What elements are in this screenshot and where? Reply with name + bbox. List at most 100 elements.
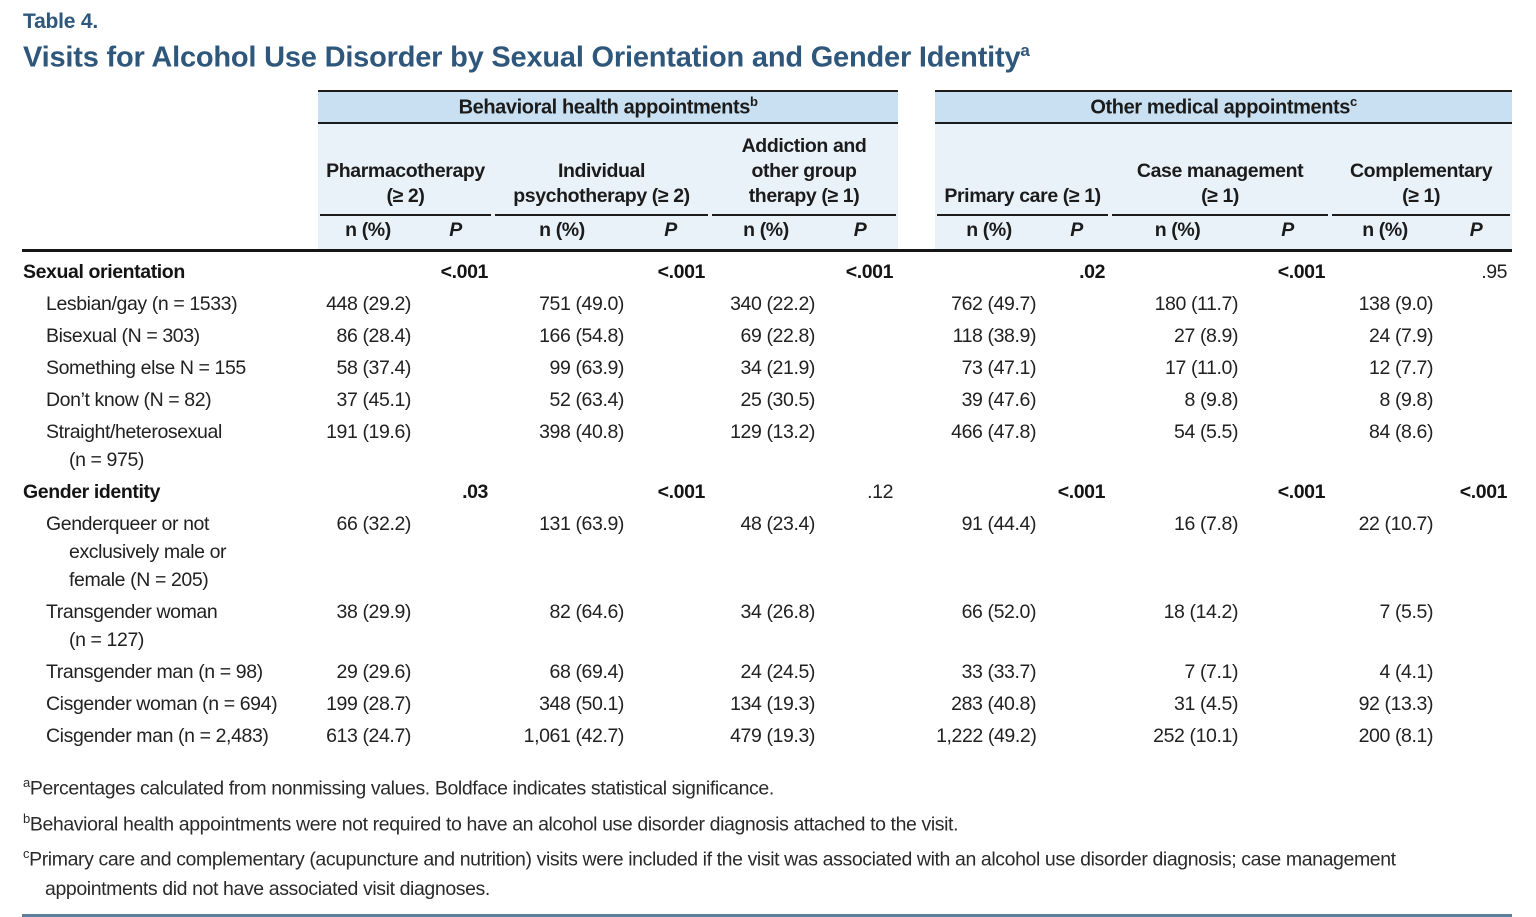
cell-n-percent bbox=[1330, 476, 1440, 508]
cell-n-percent: 191 (19.6) bbox=[326, 421, 411, 444]
cell-n-percent: 200 (8.1) bbox=[1358, 725, 1434, 748]
cell-p-value: <.001 bbox=[440, 261, 489, 284]
cell-p-value bbox=[1440, 656, 1512, 688]
cell-n-percent bbox=[1110, 251, 1245, 289]
table-row: Genderqueer or not exclusively male or f… bbox=[22, 508, 1512, 596]
cell-n-percent: 25 (30.5) bbox=[740, 389, 816, 412]
cell-p-value: .95 bbox=[1481, 261, 1508, 284]
column-header-addiction-group-therapy-text: Addiction and other group therapy (≥ 1) bbox=[712, 124, 897, 216]
cell-p-value bbox=[1440, 720, 1512, 752]
cell-n-percent: 54 (5.5) bbox=[1174, 421, 1239, 444]
cell-p-value: <.001 bbox=[1277, 481, 1326, 504]
gap-cell bbox=[898, 352, 935, 384]
cell-n-percent: 134 (19.3) bbox=[730, 693, 815, 716]
cell-n-percent bbox=[710, 251, 822, 289]
cell-n-percent: 1,222 (49.2) bbox=[936, 725, 1037, 748]
cell-n-percent: 48 (23.4) bbox=[740, 513, 816, 536]
cell-n-percent: 99 (63.9) bbox=[549, 357, 625, 380]
header-stub-cell bbox=[22, 90, 318, 123]
cell-n-percent bbox=[1110, 476, 1245, 508]
cell-p-value bbox=[1440, 596, 1512, 656]
row-label: Sexual orientation bbox=[23, 261, 185, 284]
table-row: Transgender man (n = 98) 29 (29.6) 68 (6… bbox=[22, 656, 1512, 688]
cell-n-percent: 86 (28.4) bbox=[336, 325, 412, 348]
cell-n-percent: 29 (29.6) bbox=[336, 661, 412, 684]
cell-p-value bbox=[822, 508, 898, 596]
cell-n-percent: 348 (50.1) bbox=[539, 693, 624, 716]
p-value-header: P bbox=[1440, 215, 1513, 253]
cell-p-value: <.001 bbox=[845, 261, 894, 284]
cell-p-value bbox=[1245, 288, 1330, 320]
cell-n-percent: 52 (63.4) bbox=[549, 389, 625, 412]
cell-p-value bbox=[418, 508, 493, 596]
cell-p-value bbox=[1245, 416, 1330, 476]
cell-p-value bbox=[1043, 596, 1110, 656]
cell-p-value bbox=[822, 688, 898, 720]
cell-n-percent: 8 (9.8) bbox=[1184, 389, 1239, 412]
cell-n-percent: 751 (49.0) bbox=[539, 293, 624, 316]
stat-header-row: n (%) P n (%) P n (%) P n (%) P n (%) P … bbox=[22, 215, 1513, 253]
column-header-case-management-text: Case management (≥ 1) bbox=[1112, 149, 1329, 216]
cell-n-percent: 18 (14.2) bbox=[1163, 601, 1239, 624]
footnote-a-superscript: a bbox=[23, 775, 30, 791]
cell-p-value bbox=[631, 656, 710, 688]
cell-p-value bbox=[1245, 656, 1330, 688]
gap-cell bbox=[898, 416, 935, 476]
group-header-behavioral-superscript: b bbox=[749, 93, 758, 109]
table-row: Transgender woman (n = 127) 38 (29.9) 82… bbox=[22, 596, 1512, 656]
n-percent-header: n (%) bbox=[1110, 215, 1246, 253]
cell-n-percent: 27 (8.9) bbox=[1174, 325, 1239, 348]
cell-p-value bbox=[1043, 656, 1110, 688]
column-header-individual-psychotherapy: Individual psychotherapy (≥ 2) bbox=[493, 122, 710, 216]
cell-p-value bbox=[1245, 352, 1330, 384]
subgroup-header-row: Pharmacotherapy (≥ 2) Individual psychot… bbox=[22, 122, 1513, 216]
header-gap-cell bbox=[898, 215, 936, 253]
row-label: Transgender woman (n = 127) bbox=[46, 601, 218, 652]
cell-p-value bbox=[418, 288, 493, 320]
n-percent-header: n (%) bbox=[935, 215, 1044, 253]
group-header-behavioral: Behavioral health appointmentsb bbox=[318, 89, 899, 124]
row-label: Genderqueer or not exclusively male or f… bbox=[46, 513, 227, 592]
cell-p-value bbox=[822, 596, 898, 656]
gap-cell bbox=[898, 596, 935, 656]
footnote-c-text: Primary care and complementary (acupunct… bbox=[29, 848, 1396, 900]
cell-p-value bbox=[822, 656, 898, 688]
cell-n-percent: 4 (4.1) bbox=[1379, 661, 1434, 684]
cell-n-percent: 131 (63.9) bbox=[539, 513, 624, 536]
table-row: Don’t know (N = 82) 37 (45.1) 52 (63.4) … bbox=[22, 384, 1512, 416]
row-label: Gender identity bbox=[23, 481, 161, 504]
cell-p-value bbox=[1245, 720, 1330, 752]
cell-n-percent: 34 (21.9) bbox=[740, 357, 816, 380]
table-row: Lesbian/gay (n = 1533) 448 (29.2) 751 (4… bbox=[22, 288, 1512, 320]
cell-n-percent: 24 (24.5) bbox=[740, 661, 816, 684]
cell-n-percent: 38 (29.9) bbox=[336, 601, 412, 624]
column-header-addiction-group-therapy: Addiction and other group therapy (≥ 1) bbox=[710, 122, 899, 216]
cell-p-value: <.001 bbox=[657, 481, 706, 504]
gap-cell bbox=[898, 384, 935, 416]
cell-n-percent: 69 (22.8) bbox=[740, 325, 816, 348]
cell-n-percent: 31 (4.5) bbox=[1174, 693, 1239, 716]
cell-p-value: <.001 bbox=[1277, 261, 1326, 284]
cell-n-percent: 22 (10.7) bbox=[1358, 513, 1434, 536]
row-label: Bisexual (N = 303) bbox=[46, 325, 200, 348]
cell-n-percent: 398 (40.8) bbox=[539, 421, 624, 444]
cell-n-percent: 340 (22.2) bbox=[730, 293, 815, 316]
cell-p-value bbox=[822, 416, 898, 476]
cell-p-value bbox=[631, 288, 710, 320]
cell-n-percent: 118 (38.9) bbox=[952, 325, 1037, 348]
cell-n-percent bbox=[493, 251, 631, 289]
n-percent-header: n (%) bbox=[710, 215, 822, 253]
cell-n-percent: 73 (47.1) bbox=[961, 357, 1037, 380]
cell-p-value bbox=[1043, 508, 1110, 596]
cell-n-percent: 762 (49.7) bbox=[951, 293, 1037, 316]
cell-n-percent: 66 (52.0) bbox=[961, 601, 1037, 624]
column-header-case-management: Case management (≥ 1) bbox=[1110, 122, 1331, 216]
cell-p-value bbox=[418, 720, 493, 752]
cell-p-value bbox=[1440, 688, 1512, 720]
cell-p-value: <.001 bbox=[1459, 481, 1508, 504]
table-row: Cisgender woman (n = 694) 199 (28.7) 348… bbox=[22, 688, 1512, 720]
cell-p-value bbox=[1043, 416, 1110, 476]
cell-n-percent: 283 (40.8) bbox=[951, 693, 1037, 716]
cell-p-value bbox=[1245, 688, 1330, 720]
row-label: Transgender man (n = 98) bbox=[46, 661, 263, 684]
